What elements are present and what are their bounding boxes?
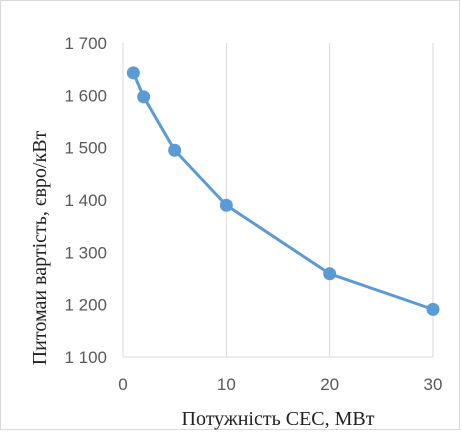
y-tick-label: 1 700 [64,34,107,53]
y-tick-labels: 1 100 1 200 1 300 1 400 1 500 1 600 1 700 [64,34,107,367]
y-tick-label: 1 500 [64,139,107,158]
data-point [126,66,140,80]
x-tick-label: 20 [320,375,339,394]
x-tick-label: 30 [424,375,443,394]
x-tick-label: 10 [217,375,236,394]
data-point [219,198,233,212]
data-point [323,267,337,281]
data-point [426,302,440,316]
y-axis-title: Питомаи вартість, євро/кВт [29,130,51,365]
y-tick-label: 1 600 [64,86,107,105]
series-line [131,72,434,311]
y-tick-label: 1 100 [64,348,107,367]
x-axis-title: Потужність СЕС, МВт [182,408,375,430]
grid-lines [122,43,434,358]
y-tick-label: 1 200 [64,296,107,315]
y-tick-label: 1 400 [64,191,107,210]
y-tick-label: 1 300 [64,243,107,262]
x-tick-labels: 0 10 20 30 [118,375,442,394]
data-point [168,143,182,157]
x-tick-label: 0 [118,375,127,394]
series [126,66,440,316]
data-point [137,90,151,104]
